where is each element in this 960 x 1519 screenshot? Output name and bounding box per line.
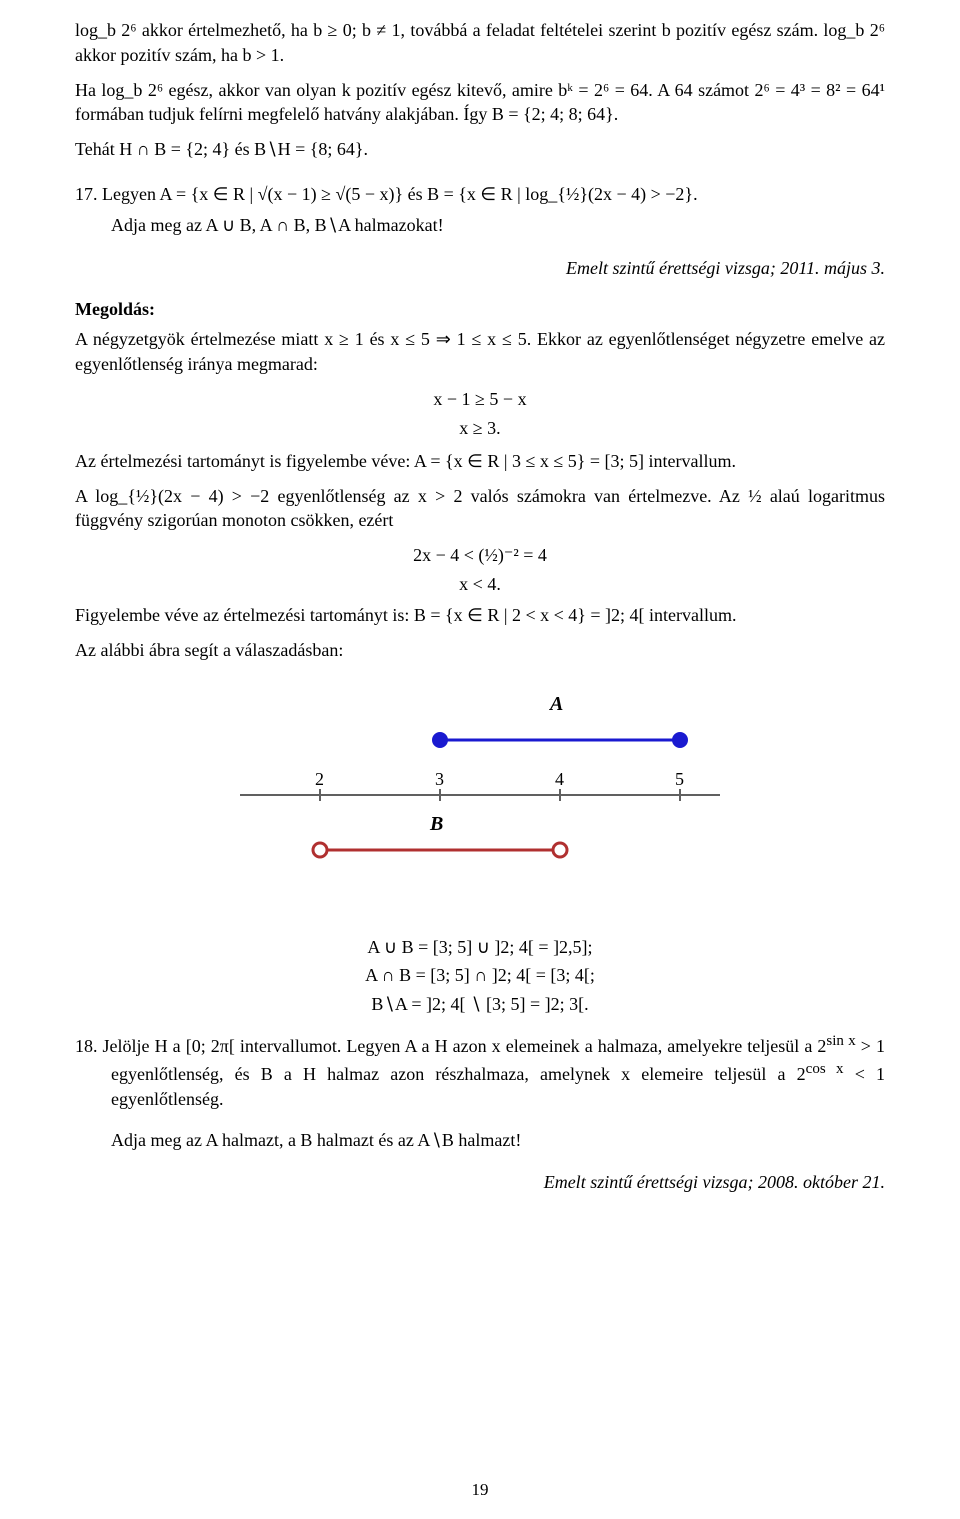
equation: x < 4. [75,572,885,597]
source-reference: Emelt szintű érettségi vizsga; 2008. okt… [75,1170,885,1195]
diagram-tick-label: 4 [555,767,564,792]
page: log_b 2⁶ akkor értelmezhető, ha b ≥ 0; b… [0,0,960,1519]
problem-17: 17. Legyen A = {x ∈ R | √(x − 1) ≥ √(5 −… [75,182,885,207]
paragraph: Az alábbi ábra segít a válaszadásban: [75,638,885,663]
diagram-tick-label: 5 [675,767,684,792]
text-span: 18. Jelölje H a [0; 2π[ intervallumot. L… [75,1036,826,1056]
diagram-tick-label: 2 [315,767,324,792]
equation: x − 1 ≥ 5 − x [75,387,885,412]
page-number: 19 [0,1478,960,1501]
diagram-tick-label: 3 [435,767,444,792]
diagram-label-b: B [430,811,443,839]
paragraph: Az értelmezési tartományt is figyelembe … [75,449,885,474]
equation: B∖A = ]2; 4[ ∖ [3; 5] = ]2; 3[. [75,992,885,1017]
paragraph: A négyzetgyök értelmezése miatt x ≥ 1 és… [75,327,885,377]
equation: 2x − 4 < (½)⁻² = 4 [75,543,885,568]
problem-17-task: Adja meg az A ∪ B, A ∩ B, B∖A halmazokat… [75,213,885,238]
superscript: sin x [826,1033,855,1049]
paragraph: Figyelembe véve az értelmezési tartomány… [75,603,885,628]
solution-heading: Megoldás: [75,297,885,322]
problem-18: 18. Jelölje H a [0; 2π[ intervallumot. L… [75,1031,885,1111]
problem-18-task: Adja meg az A halmazt, a B halmazt és az… [75,1128,885,1153]
superscript: cos x [806,1061,844,1077]
equation: A ∪ B = [3; 5] ∪ ]2; 4[ = ]2,5]; [75,935,885,960]
source-reference: Emelt szintű érettségi vizsga; 2011. máj… [75,256,885,281]
diagram-svg [220,685,740,905]
paragraph: Ha log_b 2⁶ egész, akkor van olyan k poz… [75,78,885,128]
paragraph: log_b 2⁶ akkor értelmezhető, ha b ≥ 0; b… [75,18,885,68]
equation: x ≥ 3. [75,416,885,441]
interval-diagram: A B 2 3 4 5 [220,685,740,905]
equation: A ∩ B = [3; 5] ∩ ]2; 4[ = [3; 4[; [75,963,885,988]
diagram-label-a: A [550,691,563,719]
paragraph: A log_{½}(2x − 4) > −2 egyenlőtlenség az… [75,484,885,534]
paragraph: Tehát H ∩ B = {2; 4} és B∖H = {8; 64}. [75,137,885,162]
